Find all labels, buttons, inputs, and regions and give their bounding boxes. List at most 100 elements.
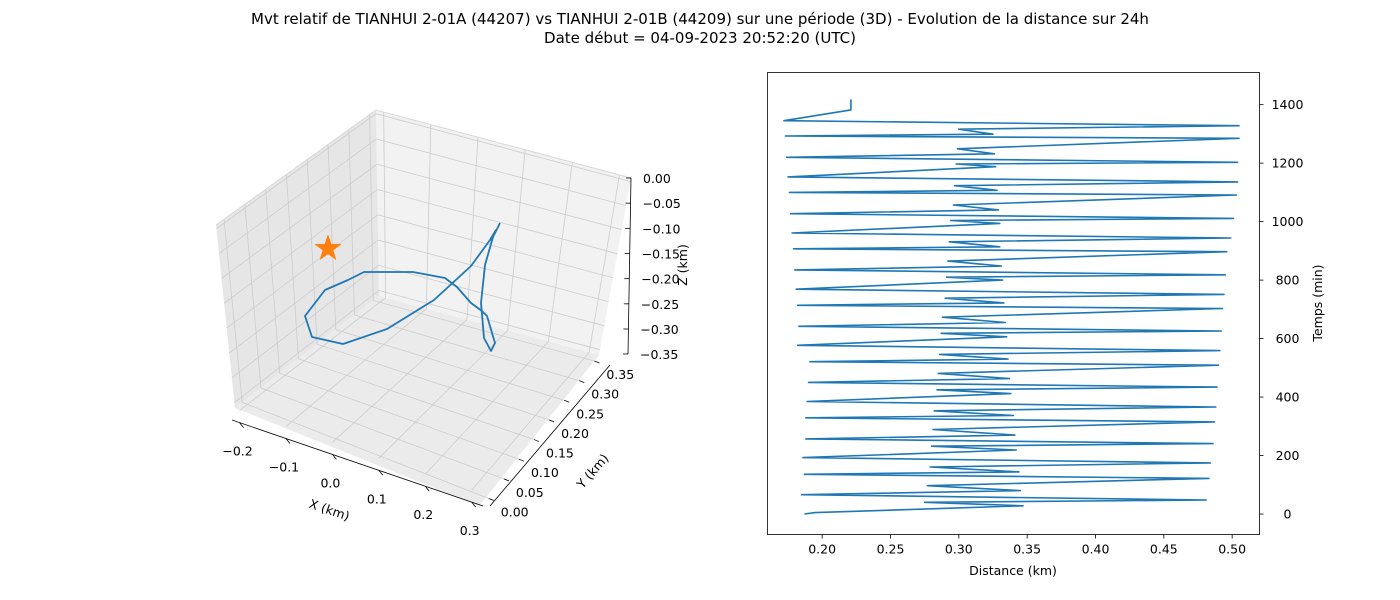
x-tick-label-2d: 0.40: [1082, 542, 1110, 557]
grid-z-left-line: [226, 214, 378, 329]
grid-z-left-line: [216, 113, 377, 229]
grid-z-left-line: [223, 189, 378, 304]
x-tick-label-2d: 0.20: [808, 542, 836, 557]
grid-y-floor-line: [242, 402, 489, 499]
grid-z-back-line: [375, 113, 631, 182]
x-tick-label-2d: 0.25: [877, 542, 905, 557]
x-tick-mark: [424, 485, 430, 492]
grid-z-left-line: [231, 265, 379, 379]
z-tick-label: 0.00: [643, 171, 671, 186]
y-tick-mark: [548, 419, 555, 423]
z-axis-line: [627, 177, 632, 355]
y-tick-mark: [533, 439, 540, 442]
y-tick-label: 0.35: [606, 367, 634, 382]
grid-z-back-line: [378, 264, 605, 327]
x-tick-label: 0.2: [413, 507, 433, 522]
grid-z-left-line: [221, 163, 378, 279]
grid-y-floor-line: [279, 372, 520, 460]
y-tick-mark: [503, 478, 510, 482]
trajectory-3d-line: [304, 222, 501, 352]
grid-x-floor-line: [239, 297, 386, 411]
x-axis-label-2d: Distance (km): [969, 563, 1057, 578]
x-axis-label: X (km): [307, 496, 351, 524]
grid-x-floor-line: [378, 330, 508, 459]
grid-x-floor-line: [424, 341, 549, 475]
x-tick-label: −0.2: [222, 444, 252, 459]
z-tick-label: −0.20: [641, 272, 679, 287]
origin-star-marker: [314, 234, 342, 261]
x-tick-mark: [378, 470, 384, 476]
y-tick-label-2d: 400: [1276, 390, 1300, 405]
grid-z-back-line: [378, 290, 601, 351]
grid-x-floor-line: [471, 352, 590, 491]
y-tick-label: 0.30: [591, 387, 619, 402]
grid-x-floor-line: [285, 308, 427, 427]
y-tick-label-2d: 1400: [1272, 97, 1304, 112]
grid-z-back-line: [377, 189, 618, 255]
y-tick-mark: [579, 380, 585, 384]
z-tick-label: −0.05: [643, 196, 681, 211]
y-axis-line: [489, 364, 611, 507]
grid-z-back-line: [377, 239, 609, 303]
grid-z-left-line: [229, 239, 379, 354]
y-tick-label: 0.00: [501, 504, 529, 519]
y-tick-label-2d: 600: [1276, 331, 1300, 346]
grid-y-floor-line: [335, 329, 565, 401]
x-tick-mark: [471, 501, 477, 508]
grid-3d: [216, 112, 631, 499]
grid-x-floor-line: [332, 319, 468, 443]
y-tick-label: 0.10: [531, 465, 559, 480]
y-tick-label: 0.20: [561, 426, 589, 441]
y-tick-label-2d: 1000: [1272, 214, 1304, 229]
x-tick-label: −0.1: [269, 459, 299, 474]
z-tick-label: −0.25: [641, 297, 679, 312]
ticks-3d: −0.2 −0.1 0.0 0.1 0.2 0.3 0.00 0.05 0.10 0.15 0.20…: [222, 171, 681, 538]
y-tick-label-2d: 200: [1276, 448, 1300, 463]
y-tick-mark: [594, 360, 600, 364]
x-tick-label: 0.3: [460, 523, 480, 538]
z-tick-label: −0.35: [640, 347, 678, 362]
z-tick-label: −0.15: [642, 247, 680, 262]
pane-edges: [215, 109, 632, 226]
grid-z-left-line: [234, 290, 380, 403]
chart-title: Mvt relatif de TIANHUI 2-01A (44207) vs …: [0, 10, 1400, 48]
y-tick-label-2d: 800: [1276, 273, 1300, 288]
y-ticks-2d: 0 200 400 600 800 1000 1200 1400: [1259, 97, 1304, 522]
y-tick-label-2d: 1200: [1272, 156, 1304, 171]
x-tick-label-2d: 0.45: [1150, 542, 1178, 557]
x-tick-label-2d: 0.50: [1218, 542, 1246, 557]
z-axis-label: Z (km): [675, 244, 690, 286]
y-axis-label: Y (km): [573, 451, 612, 492]
x-tick-label-2d: 0.30: [945, 542, 973, 557]
x-ticks-2d: 0.20 0.25 0.30 0.35 0.40 0.45 0.50: [808, 534, 1246, 557]
x-tick-label: 0.1: [367, 491, 387, 506]
y-tick-label: 0.25: [576, 406, 604, 421]
distance-series-line: [783, 99, 1240, 515]
z-tick-label: −0.30: [640, 322, 678, 337]
grid-z-left-line: [218, 138, 377, 254]
y-tick-label: 0.05: [516, 485, 544, 500]
z-tick-label: −0.10: [642, 221, 680, 236]
chart-title-line2: Date début = 04-09-2023 20:52:20 (UTC): [544, 29, 856, 47]
x-tick-label-2d: 0.35: [1013, 542, 1041, 557]
y-axis-label-2d: Temps (min): [1310, 264, 1325, 342]
grid-z-back-line: [377, 214, 614, 279]
y-tick-label: 0.15: [546, 446, 574, 461]
y-tick-mark: [518, 458, 525, 462]
y-tick-mark: [564, 399, 570, 403]
grid-y-floor-line: [316, 343, 550, 421]
pane-floor: [235, 296, 599, 506]
chart-title-line1: Mvt relatif de TIANHUI 2-01A (44207) vs …: [251, 10, 1149, 28]
y-tick-label-2d: 0: [1284, 507, 1292, 522]
plot-2d: 0.20 0.25 0.30 0.35 0.40 0.45 0.50 0 200 400 600 8…: [767, 72, 1325, 578]
grid-y-floor-line: [298, 358, 535, 440]
plot-2d-frame: [767, 72, 1260, 535]
x-tick-mark: [239, 422, 244, 428]
grid-z-back-line: [376, 138, 627, 206]
y-tick-mark: [488, 498, 494, 501]
pane-left: [216, 110, 379, 408]
plot-3d: −0.2 −0.1 0.0 0.1 0.2 0.3 0.00 0.05 0.10 0.15 0.20…: [215, 109, 690, 538]
x-axis-line: [231, 419, 484, 507]
grid-z-back-line: [376, 163, 622, 231]
